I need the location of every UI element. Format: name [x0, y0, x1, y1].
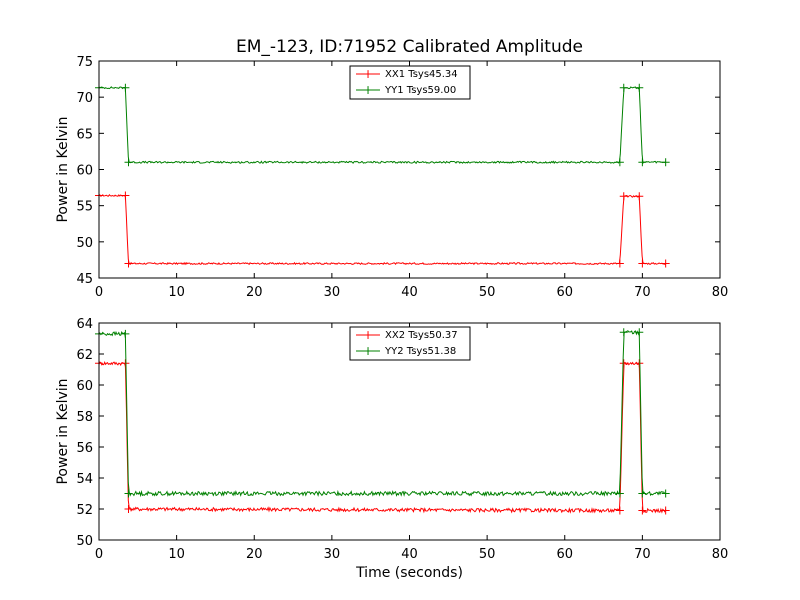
data-point [661, 259, 670, 268]
y-tick-label: 54 [76, 472, 93, 487]
legend: + XX2 Tsys50.37 + YY2 Tsys51.38 [349, 326, 471, 361]
data-point [121, 329, 130, 338]
data-point [619, 192, 628, 201]
data-point [635, 192, 644, 201]
x-tick-label: 70 [634, 547, 651, 562]
legend-marker-xx2: + [363, 328, 373, 342]
x-tick-label: 40 [401, 547, 418, 562]
x-tick-label: 10 [168, 285, 185, 300]
series-line-2 [98, 86, 666, 165]
y-tick-label: 64 [76, 317, 93, 332]
data-point [661, 158, 670, 167]
x-tick-label: 0 [95, 285, 103, 300]
chart-bottom: 0 10 20 30 40 50 60 70 80 50 52 54 56 58 60 62 64 Power … [55, 317, 728, 581]
data-point [124, 489, 133, 498]
data-point [615, 489, 624, 498]
legend-marker-yy1: + [363, 83, 373, 97]
series-layer [95, 328, 670, 515]
x-tick-label: 10 [168, 547, 185, 562]
legend-label-yy2: YY2 Tsys51.38 [384, 346, 456, 357]
y-tick-label: 52 [76, 503, 93, 518]
y-tick-label: 70 [76, 91, 93, 106]
data-point [619, 359, 628, 368]
data-point [638, 489, 647, 498]
y-tick-label: 60 [76, 379, 93, 394]
data-point [615, 158, 624, 167]
legend-box [349, 65, 471, 100]
data-point [619, 83, 628, 92]
data-point [638, 158, 647, 167]
series-line-1 [98, 360, 667, 514]
series-line-1 [99, 194, 666, 266]
data-point [619, 328, 628, 337]
data-point [124, 259, 133, 268]
chart-top: EM_-123, ID:71952 Calibrated Amplitude 0… [55, 37, 728, 300]
data-point [121, 83, 130, 92]
legend-box [349, 326, 471, 361]
data-point [615, 506, 624, 515]
y-tick-label: 50 [76, 534, 93, 549]
x-tick-label: 80 [712, 547, 729, 562]
data-point [635, 83, 644, 92]
data-point [121, 191, 130, 200]
legend: + XX1 Tsys45.34 + YY1 Tsys59.00 [349, 65, 471, 100]
y-tick-label: 45 [76, 272, 93, 287]
data-point [635, 328, 644, 337]
x-tick-label: 50 [479, 285, 496, 300]
data-point [661, 489, 670, 498]
x-tick-label: 40 [401, 285, 418, 300]
data-point [124, 505, 133, 513]
data-point [638, 506, 647, 515]
tick-layer: 0 10 20 30 40 50 60 70 80 50 52 54 56 58 60 62 64 [76, 317, 728, 562]
legend-marker-xx1: + [363, 67, 373, 81]
x-tick-label: 20 [246, 285, 263, 300]
x-tick-label: 20 [246, 547, 263, 562]
legend-label-yy1: YY1 Tsys59.00 [384, 85, 456, 96]
y-tick-label: 50 [76, 236, 93, 251]
x-tick-label: 0 [95, 547, 103, 562]
x-tick-label: 30 [324, 547, 341, 562]
chart-title: EM_-123, ID:71952 Calibrated Amplitude [236, 37, 583, 57]
data-point [638, 259, 647, 268]
x-tick-label: 70 [634, 285, 651, 300]
legend-label-xx1: XX1 Tsys45.34 [385, 69, 458, 80]
y-tick-label: 55 [76, 200, 93, 215]
series-line-2 [98, 330, 666, 498]
x-tick-label: 80 [712, 285, 729, 300]
x-tick-label: 60 [556, 285, 573, 300]
y-tick-label: 65 [76, 127, 93, 142]
y-tick-label: 56 [76, 441, 93, 456]
data-point [661, 506, 670, 515]
tick-layer: 0 10 20 30 40 50 60 70 80 45 50 55 60 65 70 75 [76, 55, 728, 300]
y-tick-label: 75 [76, 55, 93, 70]
data-point [635, 359, 644, 368]
x-tick-label: 50 [479, 547, 496, 562]
y-tick-label: 60 [76, 164, 93, 179]
y-tick-label: 58 [76, 410, 93, 425]
legend-marker-yy2: + [363, 344, 373, 358]
y-tick-label: 62 [76, 348, 93, 363]
data-point [124, 158, 133, 167]
x-tick-label: 30 [324, 285, 341, 300]
y-axis-label: Power in Kelvin [55, 378, 71, 484]
x-tick-label: 60 [556, 547, 573, 562]
series-layer [95, 83, 670, 268]
legend-label-xx2: XX2 Tsys50.37 [385, 330, 458, 341]
x-axis-label: Time (seconds) [355, 565, 463, 581]
data-point [615, 259, 624, 268]
y-axis-label: Power in Kelvin [55, 116, 71, 222]
